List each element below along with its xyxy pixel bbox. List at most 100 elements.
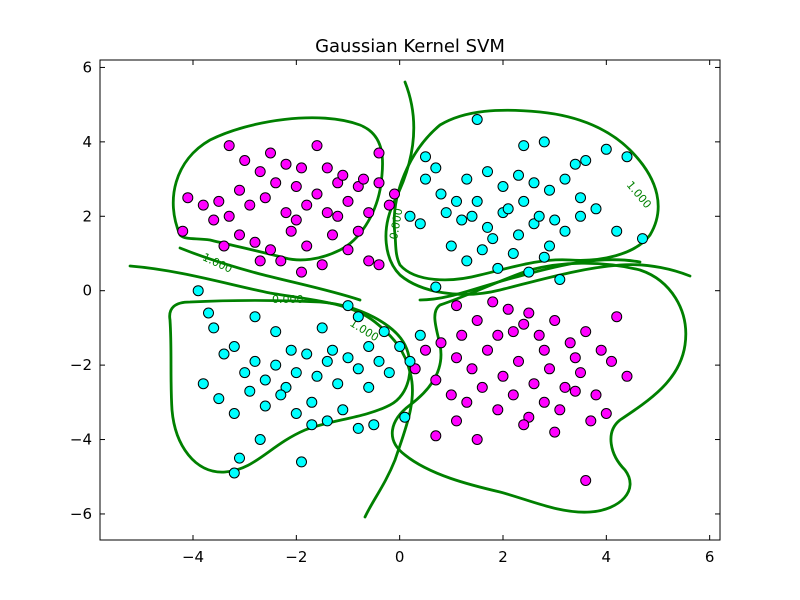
data-point-series1-21 bbox=[466, 210, 478, 222]
data-point-series1-17 bbox=[637, 233, 648, 245]
data-point-series1-84 bbox=[254, 434, 266, 445]
x-tick-label: 0 bbox=[395, 548, 405, 566]
data-point-series0-14 bbox=[332, 177, 344, 189]
y-tick-label: 4 bbox=[82, 133, 92, 151]
data-point-series0-47 bbox=[290, 214, 302, 226]
data-point-series0-77 bbox=[461, 396, 473, 408]
data-point-series1-83 bbox=[228, 467, 240, 479]
data-point-series0-8 bbox=[270, 177, 282, 189]
data-point-series1-53 bbox=[218, 348, 230, 360]
data-point-series1-75 bbox=[275, 389, 287, 401]
data-point-series1-41 bbox=[430, 162, 442, 174]
data-point-series1-65 bbox=[342, 352, 354, 364]
data-point-series0-41 bbox=[373, 259, 385, 271]
data-point-series1-87 bbox=[352, 311, 364, 323]
data-point-series1-96 bbox=[285, 344, 297, 356]
data-point-series0-55 bbox=[533, 329, 545, 341]
y-tick-label: −4 bbox=[70, 431, 92, 449]
data-point-series0-30 bbox=[218, 240, 230, 252]
data-point-series0-66 bbox=[497, 370, 509, 382]
data-point-series1-26 bbox=[544, 240, 555, 252]
data-point-series0-76 bbox=[445, 389, 457, 401]
x-tick-label: −2 bbox=[285, 548, 307, 566]
data-point-series1-0 bbox=[471, 114, 483, 125]
data-point-series0-65 bbox=[482, 344, 493, 356]
data-point-series0-96 bbox=[569, 352, 581, 364]
data-point-series1-47 bbox=[404, 210, 416, 222]
data-point-series0-1 bbox=[182, 192, 194, 204]
data-point-series0-54 bbox=[518, 318, 530, 330]
data-point-series0-29 bbox=[358, 173, 369, 185]
data-point-series0-67 bbox=[513, 355, 524, 367]
data-point-series0-18 bbox=[373, 147, 385, 159]
data-point-series0-27 bbox=[321, 162, 333, 174]
data-point-series1-20 bbox=[451, 195, 462, 207]
data-point-series1-46 bbox=[487, 233, 499, 245]
data-point-series0-17 bbox=[363, 207, 375, 219]
data-point-series0-61 bbox=[420, 344, 431, 356]
data-point-series0-0 bbox=[177, 225, 189, 237]
data-point-series0-84 bbox=[569, 385, 581, 397]
axis-ticks: −4 −2 0 2 4 6 −6 −4 −2 0 2 4 6 bbox=[70, 58, 720, 566]
data-point-series0-35 bbox=[285, 225, 297, 237]
data-point-series0-15 bbox=[342, 195, 354, 207]
x-tick-label: 6 bbox=[705, 548, 715, 566]
data-point-series0-97 bbox=[409, 363, 421, 375]
data-point-series0-75 bbox=[430, 374, 442, 386]
data-point-series1-68 bbox=[373, 355, 385, 367]
x-tick-label: −4 bbox=[182, 548, 204, 566]
data-point-series0-51 bbox=[471, 315, 483, 326]
data-point-series1-30 bbox=[461, 255, 473, 267]
data-point-series1-54 bbox=[228, 341, 240, 352]
data-point-series1-31 bbox=[476, 244, 488, 256]
data-point-series0-86 bbox=[600, 408, 612, 419]
data-point-series0-24 bbox=[280, 158, 292, 170]
data-point-series0-52 bbox=[487, 296, 499, 308]
data-point-series1-62 bbox=[311, 370, 323, 382]
data-point-series0-89 bbox=[518, 419, 530, 431]
data-point-series0-88 bbox=[471, 434, 483, 445]
data-point-series0-83 bbox=[554, 404, 566, 416]
data-point-series1-44 bbox=[533, 210, 545, 222]
data-point-series0-87 bbox=[451, 415, 462, 427]
data-point-series1-60 bbox=[290, 367, 302, 379]
data-point-series0-42 bbox=[389, 188, 400, 200]
data-point-series1-77 bbox=[306, 396, 318, 408]
data-point-series1-18 bbox=[420, 173, 431, 185]
data-point-series1-25 bbox=[528, 218, 540, 230]
data-point-series1-73 bbox=[244, 385, 256, 397]
data-point-series1-16 bbox=[611, 225, 623, 237]
data-point-series0-25 bbox=[296, 162, 307, 174]
data-point-series0-20 bbox=[223, 140, 235, 152]
data-point-series0-46 bbox=[208, 214, 220, 226]
data-point-series1-34 bbox=[523, 266, 535, 278]
data-point-series1-90 bbox=[394, 341, 406, 352]
scatter-points bbox=[177, 114, 648, 486]
data-point-series0-6 bbox=[244, 199, 256, 211]
y-tick-label: 6 bbox=[82, 58, 92, 76]
data-point-series0-80 bbox=[507, 389, 519, 401]
data-point-series0-34 bbox=[275, 255, 287, 267]
data-point-series1-59 bbox=[280, 381, 292, 393]
data-point-series1-80 bbox=[352, 422, 364, 434]
x-tick-label: 4 bbox=[602, 548, 612, 566]
data-point-series1-8 bbox=[482, 166, 493, 178]
data-point-series0-12 bbox=[311, 188, 323, 200]
data-point-series1-64 bbox=[332, 378, 344, 390]
data-point-series1-24 bbox=[513, 229, 524, 241]
data-point-series1-86 bbox=[306, 419, 318, 431]
data-point-series0-36 bbox=[301, 240, 313, 252]
data-point-series0-79 bbox=[492, 404, 504, 416]
data-point-series1-97 bbox=[249, 311, 261, 323]
data-point-series0-93 bbox=[456, 329, 468, 341]
data-point-series0-95 bbox=[538, 344, 550, 356]
data-point-series0-32 bbox=[249, 236, 261, 248]
data-point-series0-90 bbox=[549, 426, 561, 438]
data-point-series1-52 bbox=[208, 322, 220, 334]
data-point-series0-38 bbox=[327, 229, 338, 241]
data-point-series1-11 bbox=[528, 177, 540, 189]
data-point-series0-21 bbox=[239, 155, 251, 166]
data-point-series0-31 bbox=[234, 229, 245, 241]
data-point-series0-9 bbox=[280, 207, 292, 219]
data-point-series1-32 bbox=[492, 262, 504, 274]
